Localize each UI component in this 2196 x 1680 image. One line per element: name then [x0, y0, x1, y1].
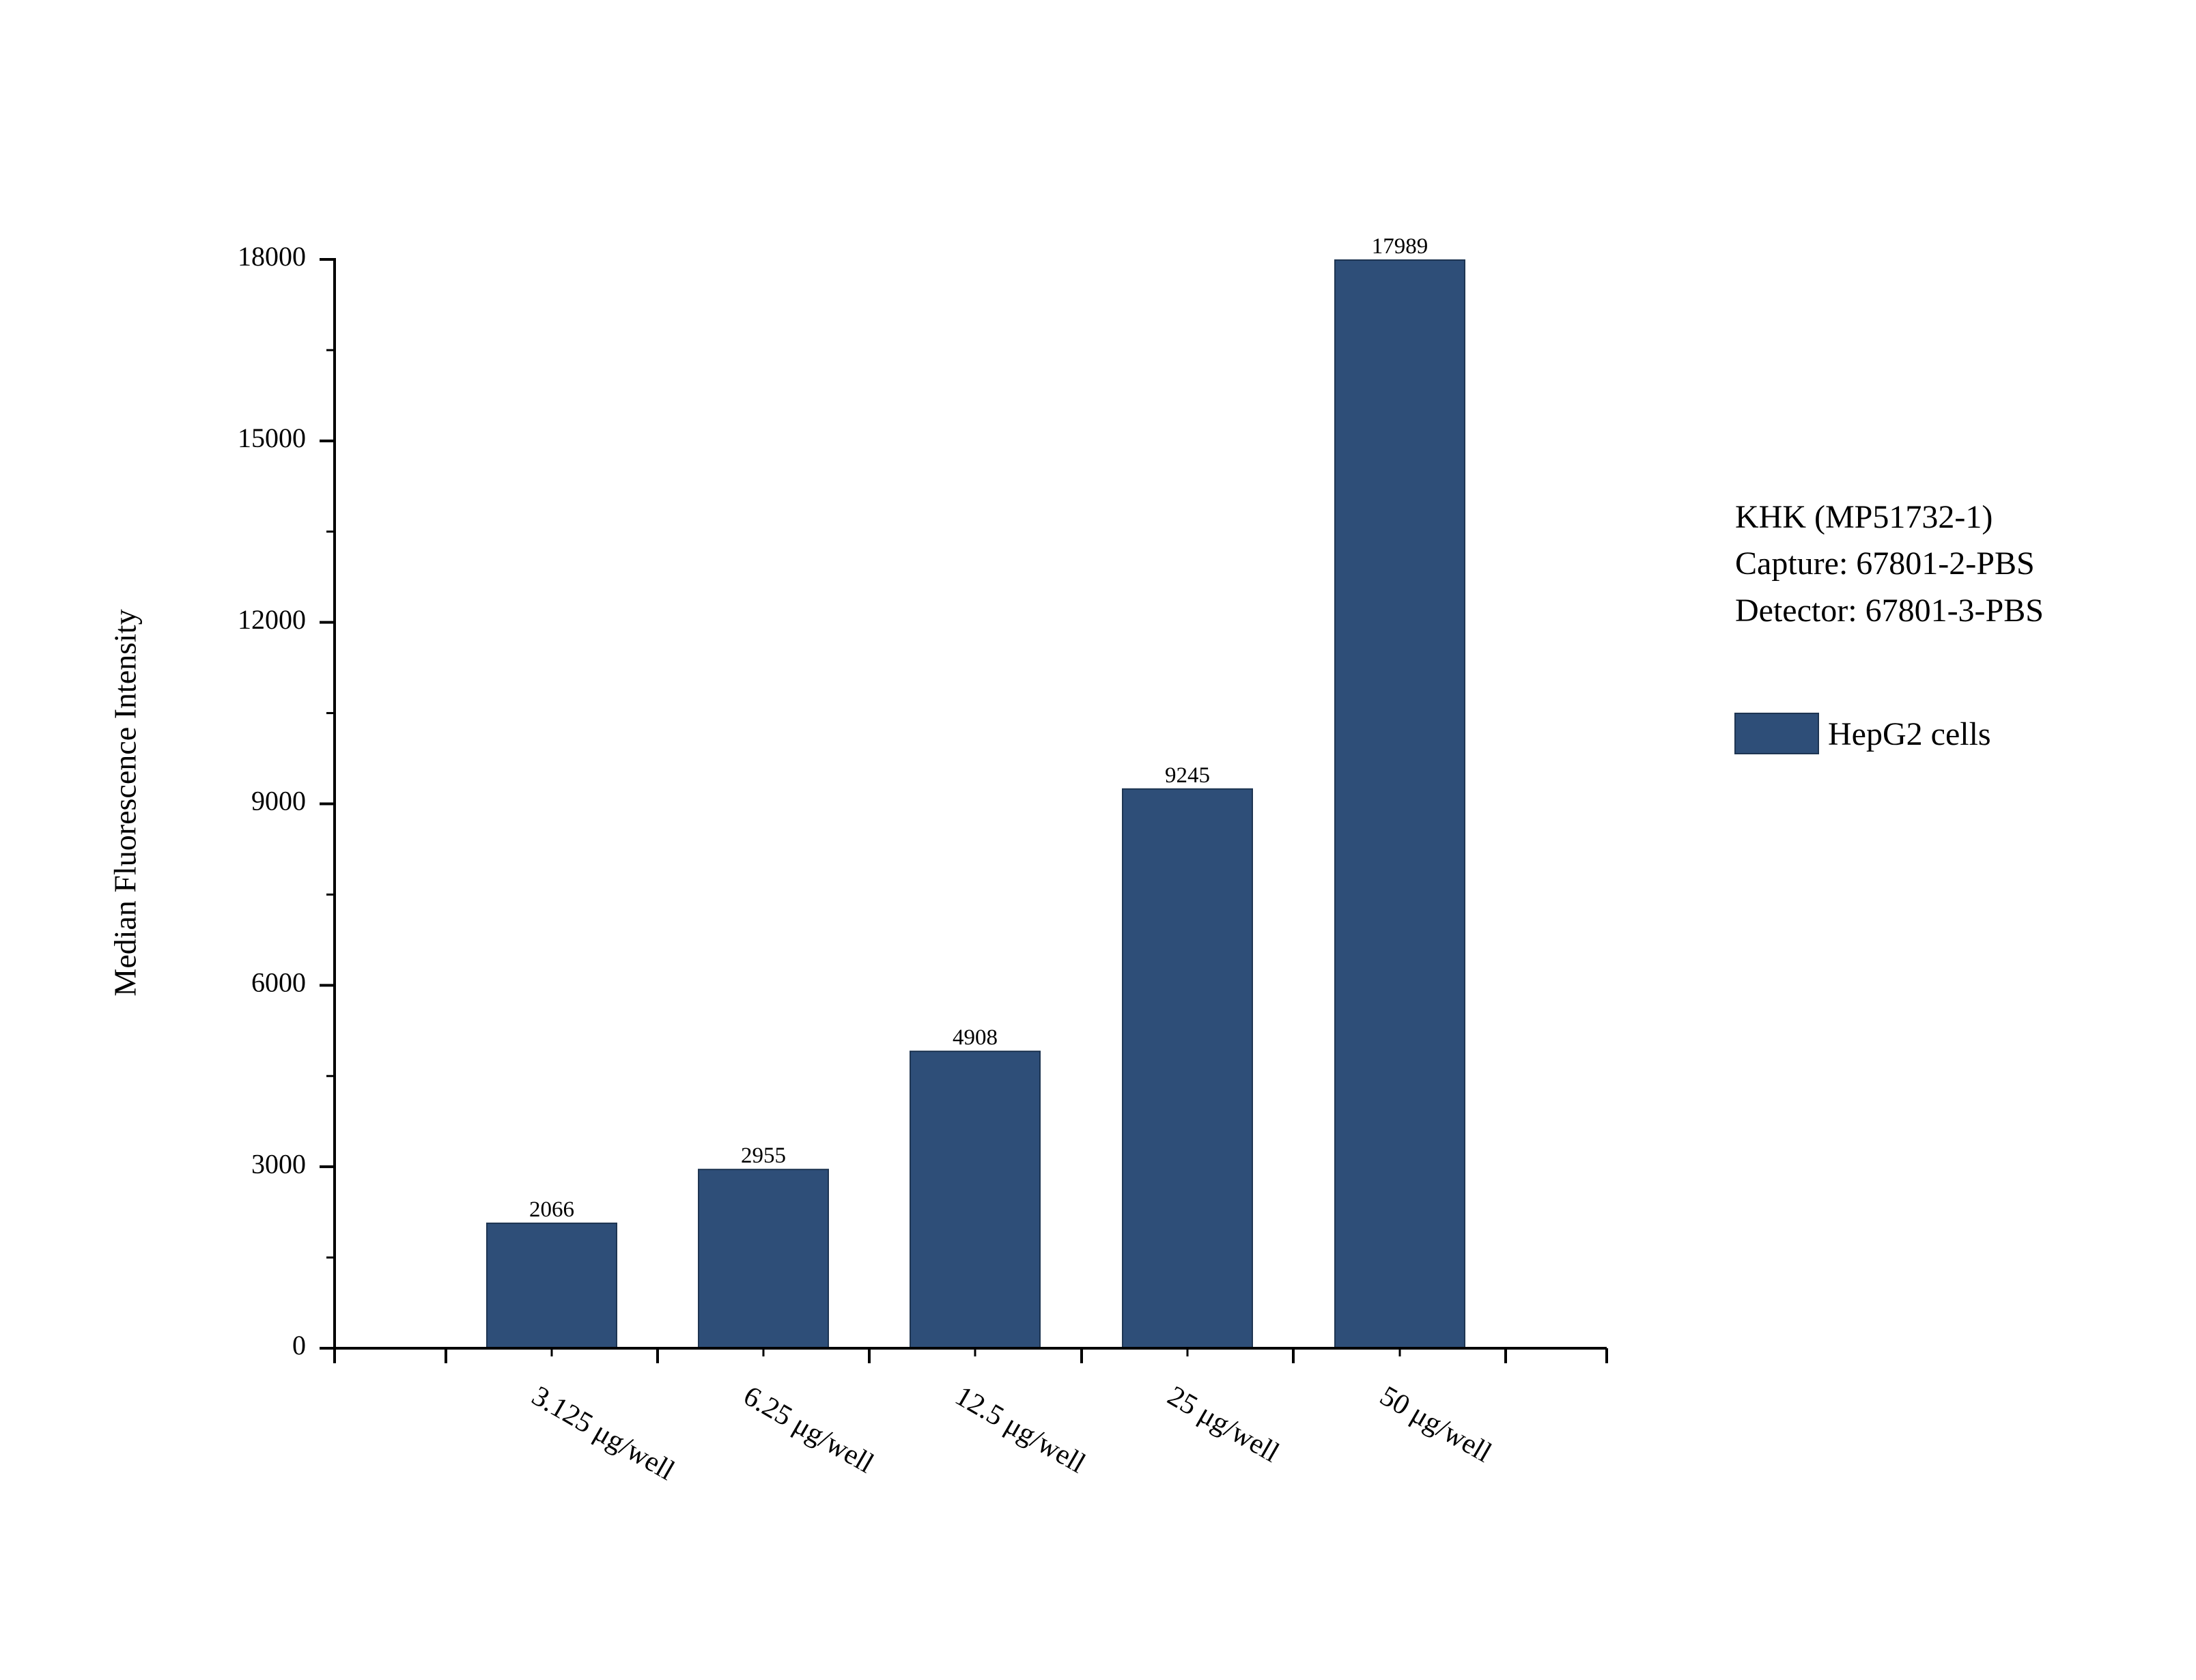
- x-category-label-1: 3.125 μg/well: [526, 1380, 679, 1487]
- data-label-3: 4908: [953, 1025, 998, 1050]
- y-tick-label-2: 3000: [251, 1148, 306, 1179]
- y-tick-label-4: 9000: [251, 786, 306, 816]
- x-category-label-4: 25 μg/well: [1162, 1380, 1284, 1469]
- data-label-4: 9245: [1165, 763, 1210, 788]
- y-tick-label-3: 6000: [251, 967, 306, 998]
- x-category-label-2: 6.25 μg/well: [738, 1380, 879, 1480]
- y-tick-label-6: 15000: [238, 423, 306, 453]
- bar-3: [910, 1051, 1041, 1349]
- legend: HepG2 cells: [1734, 713, 1991, 754]
- legend-swatch: [1734, 713, 1819, 754]
- x-category-label-5: 50 μg/well: [1375, 1380, 1497, 1469]
- bars-layer: [486, 259, 1465, 1349]
- y-tick-label-7: 18000: [238, 241, 306, 272]
- data-label-5: 17989: [1372, 234, 1428, 259]
- x-category-label-3: 12.5 μg/well: [950, 1380, 1090, 1480]
- bar-2: [698, 1169, 829, 1349]
- y-axis-title: Median Fluorescence Intensity: [108, 609, 143, 996]
- annotation-line-2: Capture: 67801-2-PBS: [1735, 545, 2035, 582]
- data-labels-layer: 2066 2955 4908 9245 17989: [529, 234, 1428, 1222]
- annotation-line-1: KHK (MP51732-1): [1735, 499, 1993, 535]
- y-tick-label-5: 12000: [238, 604, 306, 635]
- data-label-2: 2955: [741, 1143, 786, 1168]
- chart-annotation: KHK (MP51732-1) Capture: 67801-2-PBS Det…: [1735, 499, 2044, 629]
- x-ticks-layer: [333, 1348, 1608, 1363]
- legend-label: HepG2 cells: [1828, 716, 1991, 752]
- data-label-1: 2066: [529, 1197, 574, 1222]
- category-labels-layer: 3.125 μg/well 6.25 μg/well 12.5 μg/well 25 …: [526, 1380, 1497, 1487]
- annotation-line-3: Detector: 67801-3-PBS: [1735, 593, 2044, 629]
- bar-4: [1122, 788, 1253, 1349]
- y-tick-label-1: 0: [292, 1330, 306, 1361]
- y-ticks-layer: 0 3000 6000 9000 12000 15000 18000: [238, 241, 335, 1361]
- bar-1: [486, 1222, 617, 1349]
- bar-5: [1334, 259, 1465, 1349]
